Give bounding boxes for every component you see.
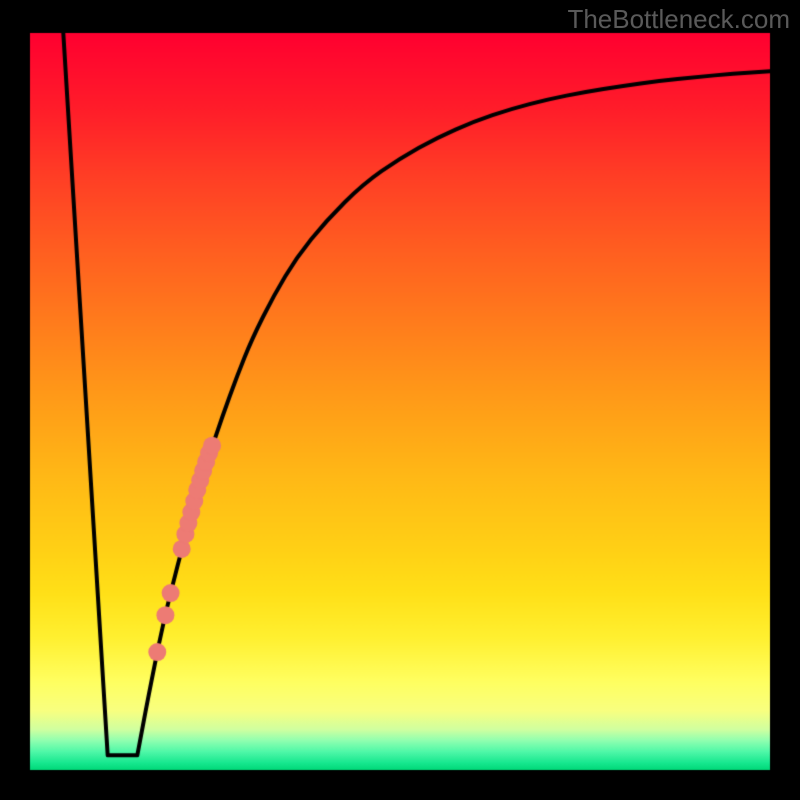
watermark-text: TheBottleneck.com — [567, 4, 790, 35]
bottleneck-chart — [0, 0, 800, 800]
chart-container: TheBottleneck.com — [0, 0, 800, 800]
